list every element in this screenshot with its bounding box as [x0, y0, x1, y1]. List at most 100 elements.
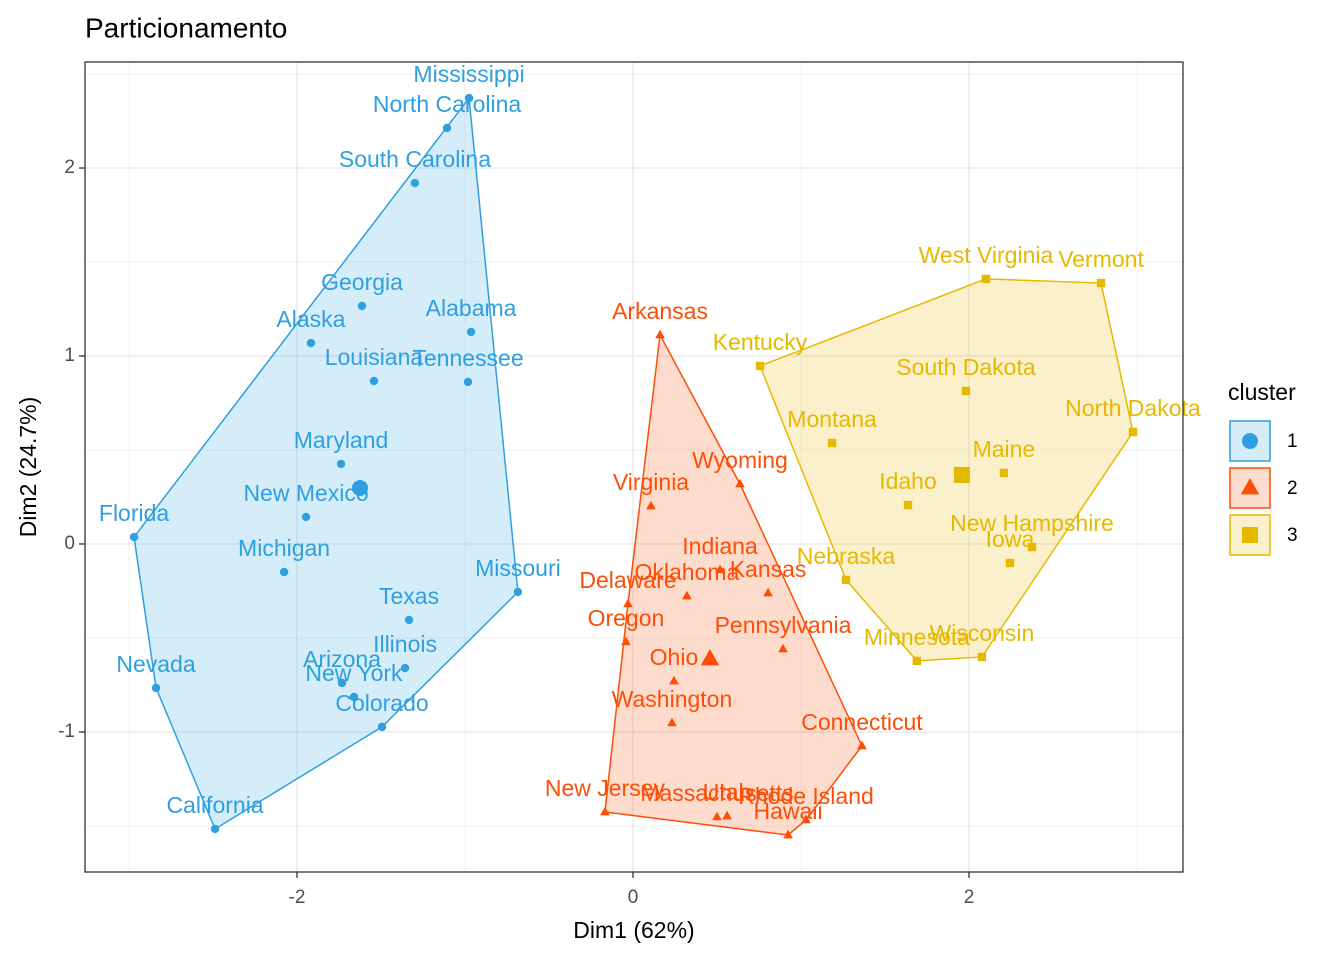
point [778, 643, 788, 653]
point [513, 587, 523, 597]
point [210, 824, 220, 834]
point-label: Utah [703, 779, 752, 805]
x-tick-label: -2 [289, 887, 306, 908]
point-label: South Dakota [896, 354, 1036, 380]
point-label: Virginia [613, 469, 689, 495]
point-label: Florida [99, 500, 170, 526]
point [655, 329, 665, 339]
point [349, 692, 359, 702]
point [306, 338, 316, 348]
y-tick-label: -1 [58, 721, 75, 742]
point-label: Oklahoma [635, 559, 740, 585]
point-label: Idaho [879, 468, 937, 494]
point-label: North Carolina [373, 91, 521, 117]
point [801, 814, 811, 824]
point [279, 567, 289, 577]
point-label: North Dakota [1065, 395, 1201, 421]
point [621, 636, 631, 646]
point-label: Arizona [303, 646, 381, 672]
point [466, 327, 476, 337]
centroid [953, 466, 970, 483]
point-label: Arkansas [612, 298, 708, 324]
point-label: Illinois [373, 631, 437, 657]
panel-border [84, 61, 1184, 873]
x-axis-title: Dim1 (62%) [573, 917, 694, 943]
point [912, 656, 922, 666]
point [463, 377, 473, 387]
point [1096, 278, 1106, 288]
point-label: New Jersey [545, 775, 666, 801]
point-label: Kansas [730, 556, 807, 582]
point-label: Nevada [116, 651, 195, 677]
point [857, 740, 867, 750]
point [827, 438, 837, 448]
point [841, 575, 851, 585]
grid [85, 62, 1183, 872]
y-tick-label: 0 [64, 533, 75, 554]
point-label: Mississippi [413, 61, 524, 87]
point [623, 598, 633, 608]
point-label: New York [305, 660, 403, 686]
point-label: West Virginia [919, 242, 1054, 268]
point [755, 361, 765, 371]
cluster-hull [759, 278, 1134, 662]
point-label: Maine [973, 436, 1036, 462]
x-tick-label: 0 [628, 887, 639, 908]
point-label: Connecticut [801, 709, 923, 735]
point-label: Alaska [276, 306, 345, 332]
point [337, 678, 347, 688]
point [369, 376, 379, 386]
centroid [352, 479, 369, 496]
point [682, 590, 692, 600]
point [735, 478, 745, 488]
cluster-hull [604, 332, 863, 836]
x-tick-label: 2 [964, 887, 975, 908]
legend-label: 3 [1287, 525, 1298, 546]
point-label: Wisconsin [930, 620, 1035, 646]
point [1005, 558, 1015, 568]
point [712, 811, 722, 821]
point [400, 663, 410, 673]
point-label: Ohio [650, 644, 699, 670]
legend-title: cluster [1228, 379, 1296, 405]
point [151, 683, 161, 693]
point [783, 829, 793, 839]
point [722, 810, 732, 820]
legend-label: 1 [1287, 431, 1298, 452]
point-label: Michigan [238, 535, 330, 561]
point-label: Massachusetts [640, 780, 793, 806]
point [981, 274, 991, 284]
legend-symbol [1240, 478, 1260, 495]
point-label: Maryland [294, 427, 389, 453]
point-label: Delaware [579, 567, 676, 593]
point [410, 178, 420, 188]
point-label: Minnesota [864, 624, 970, 650]
point [646, 500, 656, 510]
point [961, 386, 971, 396]
point-label: Indiana [682, 533, 758, 559]
hulls [133, 96, 1134, 836]
point-label: Tennessee [412, 345, 523, 371]
point [377, 722, 387, 732]
point-label: Rhode Island [738, 783, 874, 809]
point-label: Louisiana [325, 344, 424, 370]
y-axis-title: Dim2 (24.7%) [15, 397, 41, 538]
point [336, 459, 346, 469]
point-label: Alabama [426, 295, 517, 321]
point [977, 652, 987, 662]
point [667, 717, 677, 727]
chart-title: Particionamento [85, 12, 287, 43]
point-label: Montana [787, 406, 877, 432]
point-label: New Hampshire [950, 510, 1114, 536]
point [442, 123, 452, 133]
point [464, 93, 474, 103]
point [903, 500, 913, 510]
labels: Mississippi North Carolina South Carolina G… [99, 61, 1201, 824]
point-label: New Mexico [243, 480, 368, 506]
point-label: South Carolina [339, 146, 491, 172]
point-label: Wyoming [692, 447, 788, 473]
point-label: California [166, 792, 263, 818]
point-label: Colorado [335, 690, 428, 716]
